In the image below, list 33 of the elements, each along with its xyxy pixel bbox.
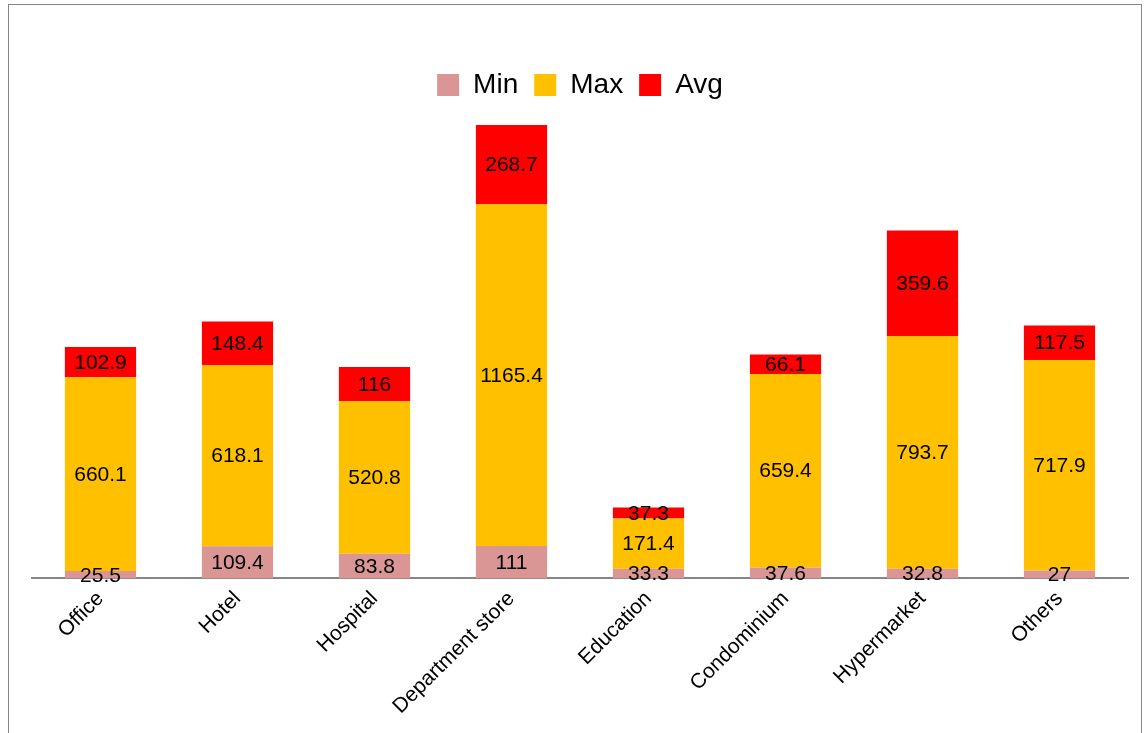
data-label: 717.9 xyxy=(1033,453,1086,477)
data-label: 148.4 xyxy=(211,331,265,355)
data-label: 111 xyxy=(495,549,528,573)
bar xyxy=(338,367,411,402)
bar xyxy=(338,401,411,554)
data-label: 660.1 xyxy=(74,461,127,485)
data-label: 66.1 xyxy=(765,352,806,376)
bar xyxy=(475,203,548,546)
data-label: 359.6 xyxy=(896,271,949,294)
bar xyxy=(886,230,959,336)
data-label: 109.4 xyxy=(211,550,265,574)
data-label: 659.4 xyxy=(759,458,813,482)
data-label: 32.8 xyxy=(902,561,943,585)
legend-label: Avg xyxy=(675,67,723,99)
bar xyxy=(475,125,548,204)
data-label: 268.7 xyxy=(485,152,538,176)
data-label: 618.1 xyxy=(211,443,264,467)
data-label: 171.4 xyxy=(622,531,676,555)
legend-label: Max xyxy=(570,67,624,99)
data-label: 37.6 xyxy=(765,560,806,584)
bar xyxy=(201,365,274,547)
data-label: 520.8 xyxy=(348,465,401,489)
bar xyxy=(475,545,548,579)
data-label: 1165.4 xyxy=(480,362,544,386)
data-label: 37.3 xyxy=(628,500,669,524)
bar xyxy=(749,373,822,568)
data-label: 117.5 xyxy=(1034,330,1085,354)
data-label: 793.7 xyxy=(896,440,949,464)
data-label: 33.3 xyxy=(628,561,669,585)
data-label: 116 xyxy=(357,371,392,395)
data-label: 83.8 xyxy=(354,553,395,577)
data-label: 102.9 xyxy=(74,350,127,373)
legend-label: Min xyxy=(473,67,519,99)
